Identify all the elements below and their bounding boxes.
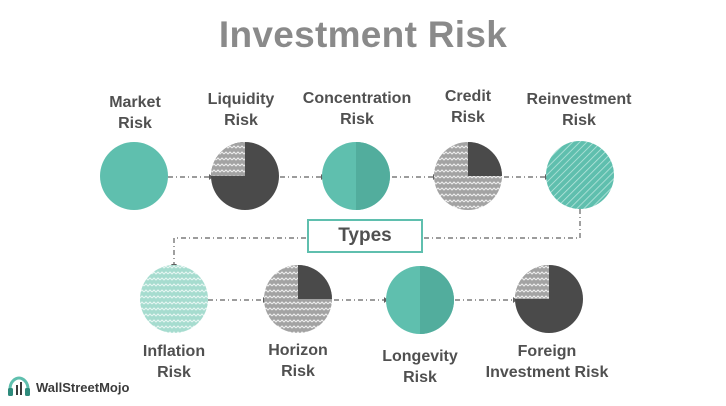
brand-logo: WallStreetMojo bbox=[6, 375, 129, 399]
label-line: Concentration bbox=[302, 90, 412, 107]
brand-icon bbox=[8, 376, 30, 396]
label-line: Risk bbox=[281, 363, 315, 380]
label-line: Risk bbox=[157, 364, 191, 381]
circle-reinvestment-risk bbox=[546, 141, 614, 209]
label-line: Longevity bbox=[382, 348, 458, 365]
label-line: Inflation bbox=[142, 343, 206, 360]
types-label-box: Types bbox=[307, 219, 423, 253]
label-line: Risk bbox=[562, 112, 596, 129]
label-reinvestment-risk: Reinvestment Risk bbox=[504, 89, 654, 131]
label-line: Reinvestment bbox=[526, 91, 632, 108]
connector-row1-to-types bbox=[424, 209, 581, 239]
label-line: Credit bbox=[444, 88, 492, 105]
label-longevity-risk: Longevity Risk bbox=[345, 346, 495, 388]
label-line: Horizon bbox=[268, 342, 328, 359]
label-line: Risk bbox=[451, 109, 485, 126]
brand-name: WallStreetMojo bbox=[36, 379, 130, 395]
label-line: Risk bbox=[118, 115, 152, 132]
circle-concentration-risk bbox=[322, 142, 390, 210]
label-foreign-investment-risk: Foreign Investment Risk bbox=[472, 341, 622, 383]
circle-horizon-risk bbox=[264, 265, 332, 333]
circle-inflation-risk bbox=[140, 265, 208, 333]
label-line: Risk bbox=[224, 112, 258, 129]
label-line: Liquidity bbox=[207, 91, 275, 108]
circle-liquidity-risk bbox=[211, 142, 279, 210]
diagram-title: Investment Risk bbox=[218, 14, 508, 55]
label-line: Risk bbox=[403, 369, 437, 386]
label-inflation-risk: Inflation Risk bbox=[99, 341, 249, 383]
circle-foreign-investment-risk bbox=[515, 265, 583, 333]
label-market-risk: Market Risk bbox=[60, 92, 210, 134]
label-concentration-risk: Concentration Risk bbox=[282, 88, 432, 130]
label-line: Investment Risk bbox=[485, 364, 609, 381]
circle-credit-risk bbox=[434, 142, 502, 210]
label-line: Risk bbox=[340, 111, 374, 128]
label-line: Foreign bbox=[517, 343, 577, 360]
label-horizon-risk: Horizon Risk bbox=[223, 340, 373, 382]
label-line: Market bbox=[109, 94, 161, 111]
circle-longevity-risk bbox=[386, 266, 454, 334]
connector-types-to-row2 bbox=[173, 237, 306, 264]
circle-market-risk bbox=[100, 142, 168, 210]
label-liquidity-risk: Liquidity Risk bbox=[166, 89, 316, 131]
label-credit-risk: Credit Risk bbox=[393, 86, 543, 128]
